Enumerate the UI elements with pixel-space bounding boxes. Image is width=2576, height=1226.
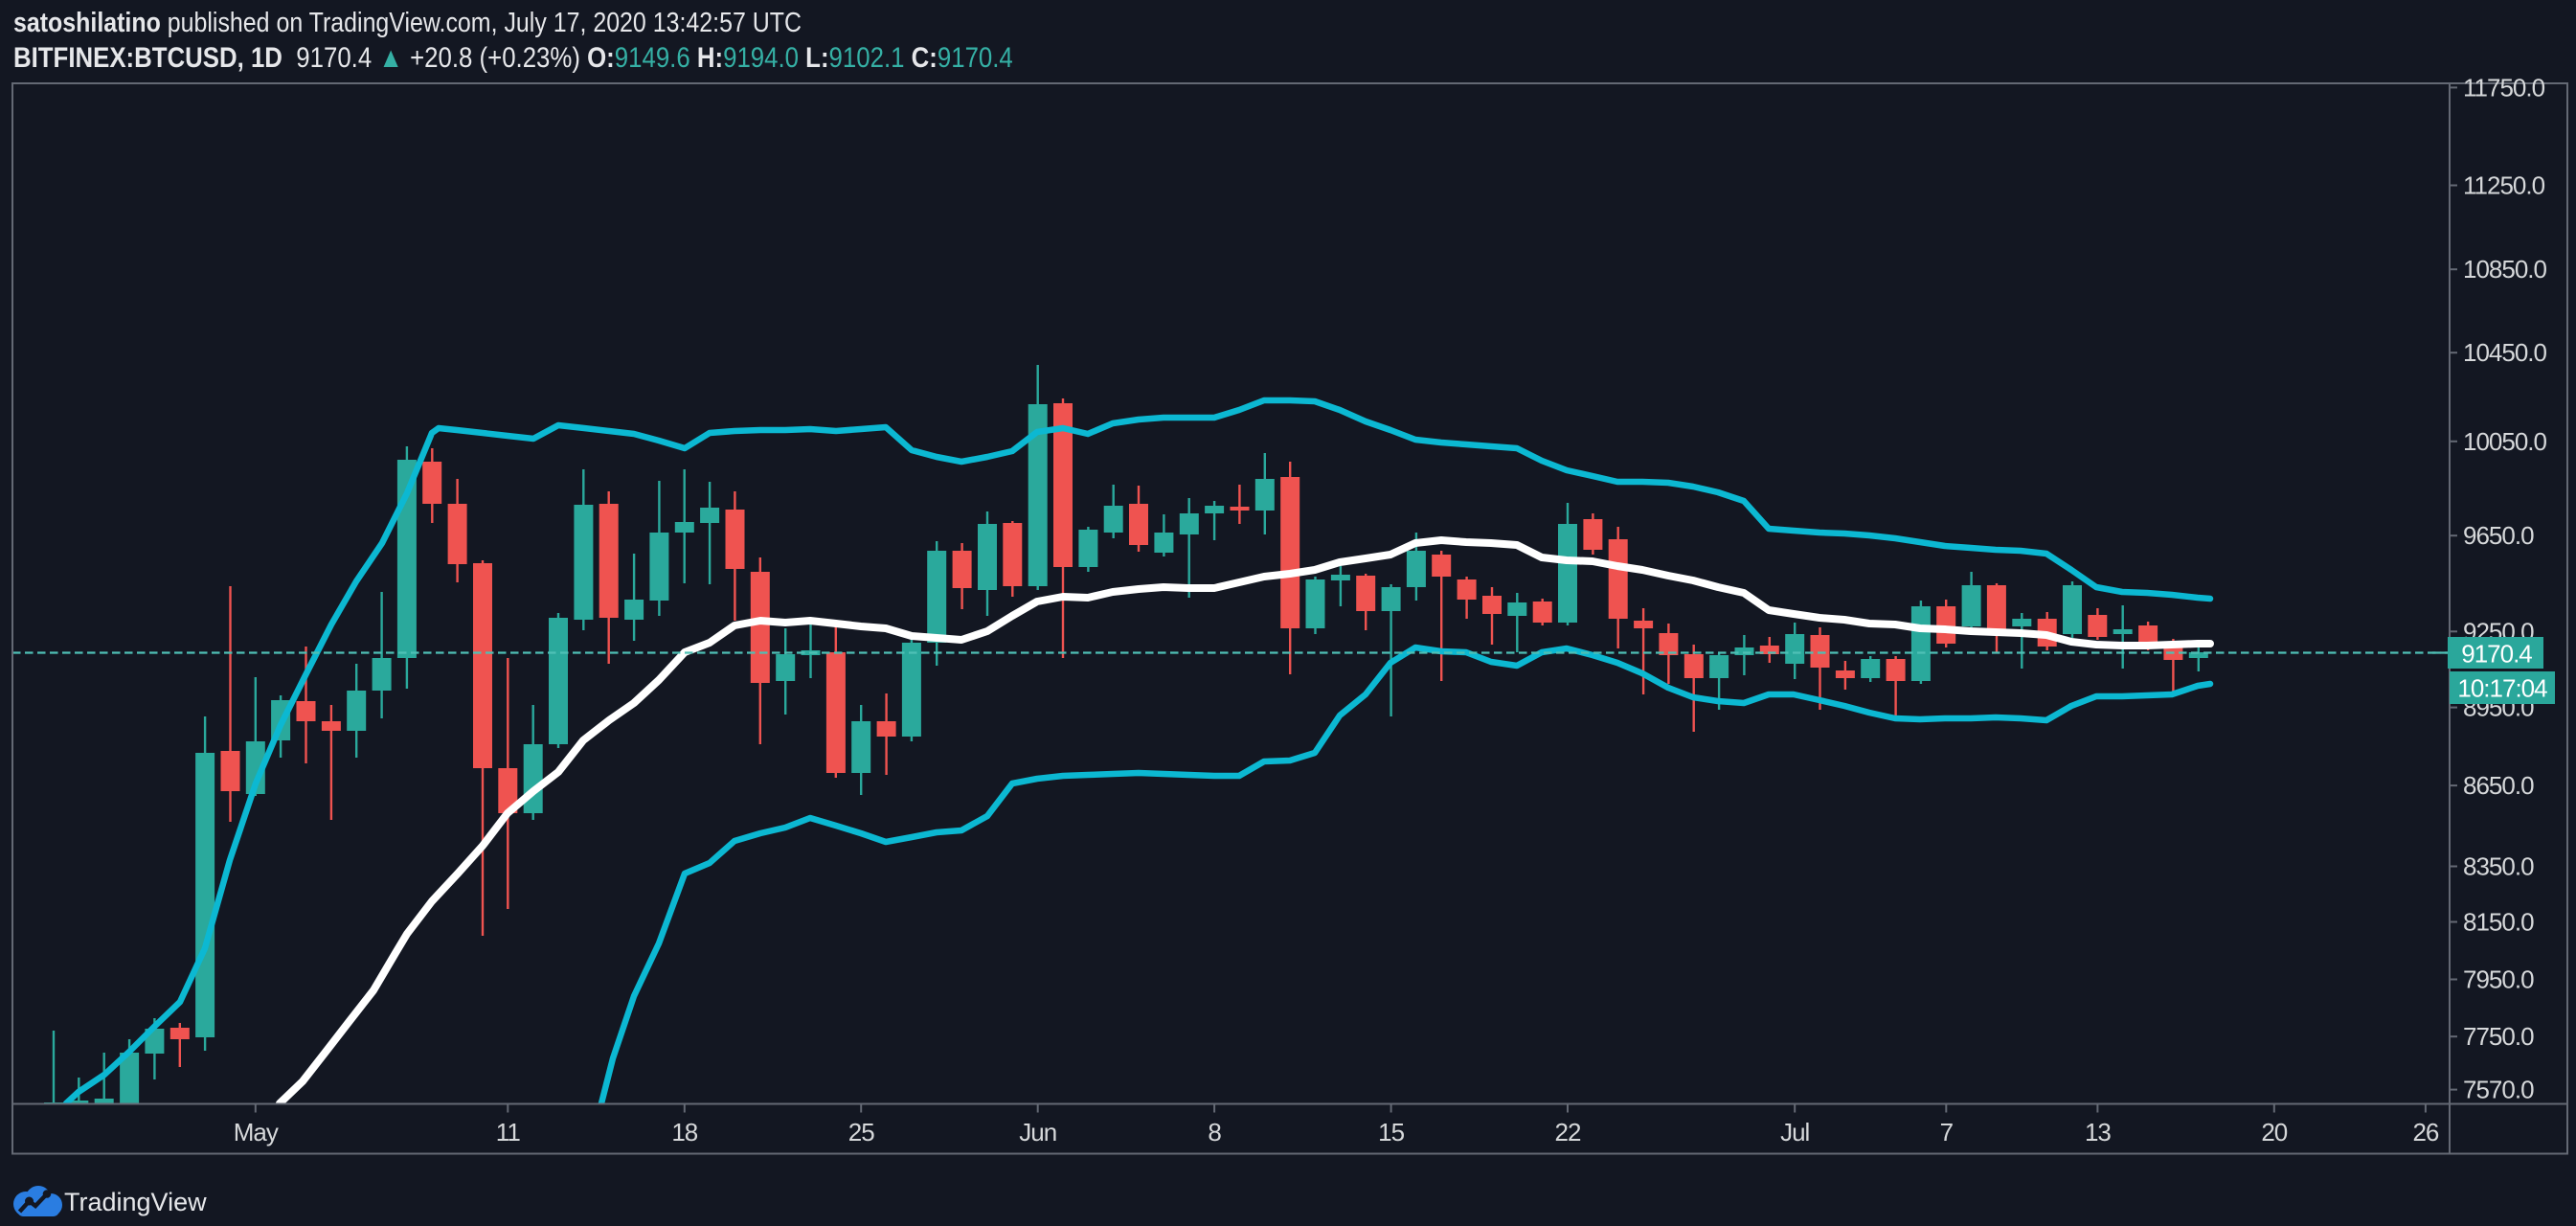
svg-text:25: 25: [848, 1118, 874, 1147]
svg-text:13: 13: [2085, 1118, 2111, 1147]
svg-text:11250.0: 11250.0: [2463, 171, 2545, 200]
svg-text:8150.0: 8150.0: [2463, 908, 2534, 937]
svg-text:9650.0: 9650.0: [2463, 521, 2534, 550]
svg-text:10450.0: 10450.0: [2463, 338, 2547, 367]
svg-text:26: 26: [2412, 1118, 2438, 1147]
svg-text:Jul: Jul: [1780, 1118, 1809, 1147]
svg-text:8: 8: [1208, 1118, 1221, 1147]
svg-text:7: 7: [1940, 1118, 1954, 1147]
svg-text:11750.0: 11750.0: [2463, 73, 2545, 102]
svg-text:7950.0: 7950.0: [2463, 965, 2534, 994]
svg-text:10850.0: 10850.0: [2463, 255, 2547, 284]
svg-text:9170.4: 9170.4: [2461, 640, 2532, 669]
svg-text:22: 22: [1555, 1118, 1581, 1147]
svg-text:10050.0: 10050.0: [2463, 427, 2547, 456]
svg-text:15: 15: [1378, 1118, 1404, 1147]
svg-text:Jun: Jun: [1019, 1118, 1056, 1147]
svg-text:May: May: [234, 1118, 279, 1147]
svg-text:8650.0: 8650.0: [2463, 771, 2534, 800]
svg-text:7750.0: 7750.0: [2463, 1022, 2534, 1051]
svg-text:8350.0: 8350.0: [2463, 852, 2534, 881]
svg-text:18: 18: [671, 1118, 697, 1147]
svg-text:10:17:04: 10:17:04: [2457, 674, 2547, 703]
svg-text:7570.0: 7570.0: [2463, 1076, 2534, 1104]
svg-text:20: 20: [2261, 1118, 2287, 1147]
svg-text:11: 11: [496, 1118, 521, 1147]
